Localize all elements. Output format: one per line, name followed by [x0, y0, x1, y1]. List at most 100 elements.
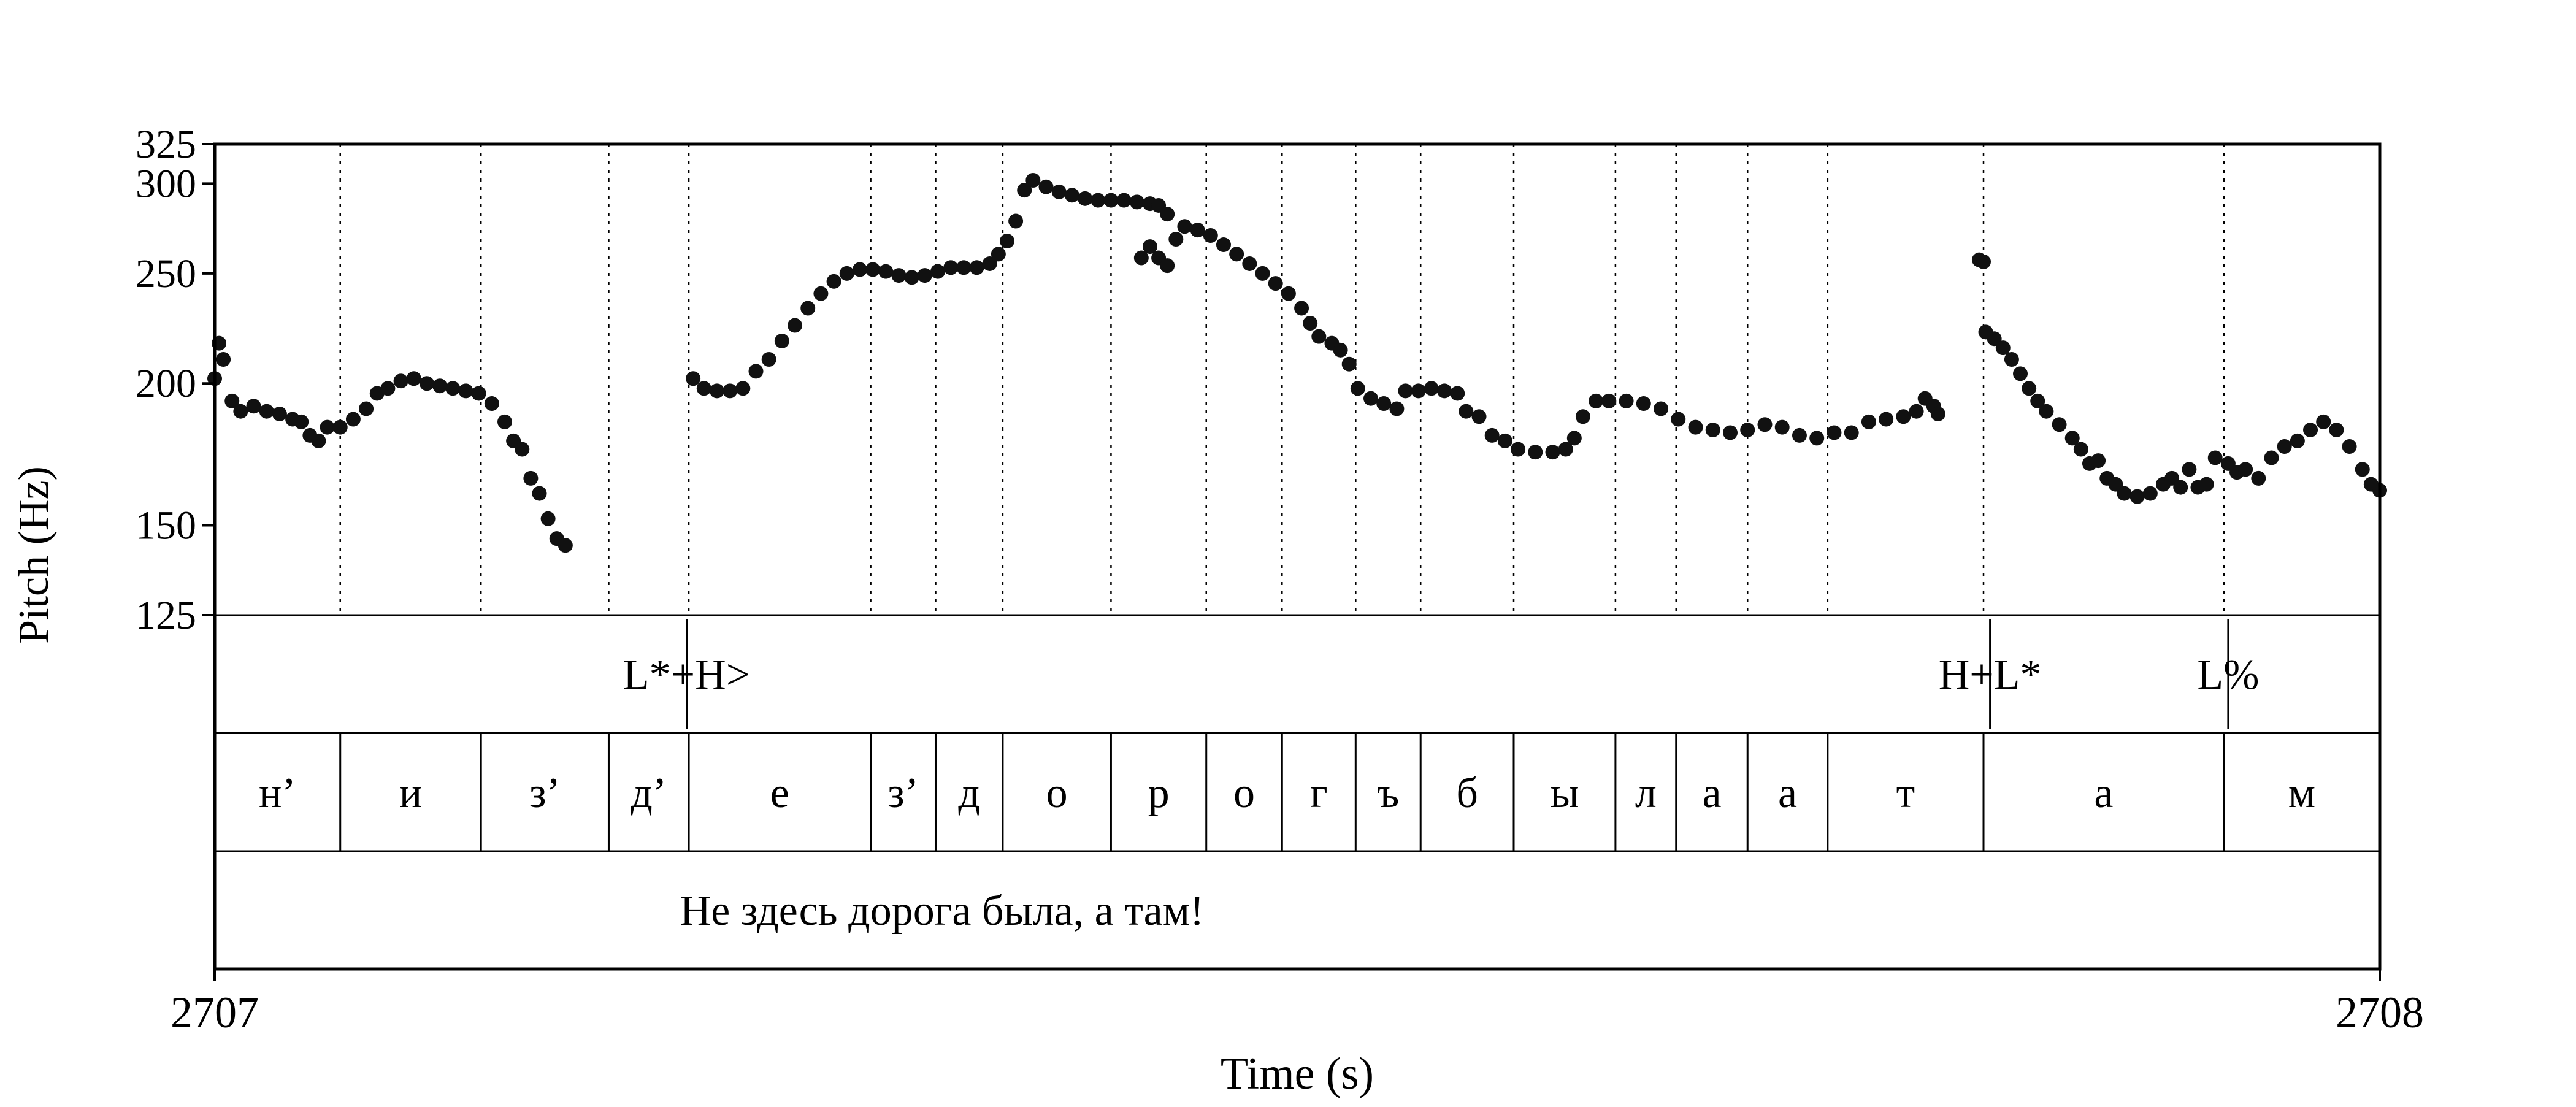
- pitch-point: [748, 364, 764, 379]
- pitch-point: [1636, 396, 1651, 412]
- pitch-point: [497, 414, 513, 429]
- segment-label: о: [1233, 770, 1255, 817]
- x-tick-label: 2707: [171, 988, 259, 1037]
- pitch-point: [2173, 480, 2188, 495]
- pitch-point: [1437, 383, 1452, 399]
- pitch-point: [1038, 179, 1054, 194]
- pitch-point: [259, 404, 274, 419]
- pitch-point: [904, 270, 919, 285]
- pitch-point: [891, 268, 907, 283]
- pitch-point: [1255, 266, 1270, 281]
- pitch-point: [1203, 228, 1218, 243]
- pitch-point: [852, 262, 867, 277]
- pitch-point: [1740, 423, 1755, 438]
- segment-label: б: [1456, 770, 1478, 817]
- pitch-point: [2013, 366, 2028, 381]
- pitch-point: [1008, 213, 1024, 229]
- segment-label: а: [1778, 770, 1797, 817]
- pitch-point: [1064, 188, 1079, 203]
- pitch-point: [878, 264, 894, 279]
- pitch-point: [1484, 427, 1500, 443]
- pitch-point: [826, 274, 841, 289]
- pitch-point: [1774, 419, 1790, 435]
- x-tick-label: 2708: [2336, 988, 2424, 1037]
- pitch-point: [1511, 442, 1526, 457]
- segment-label: д: [958, 770, 980, 817]
- pitch-point: [233, 404, 248, 419]
- y-axis-title: Pitch (Hz): [10, 466, 58, 644]
- pitch-point: [696, 381, 711, 396]
- pitch-point: [1459, 404, 1474, 419]
- pitch-point: [813, 286, 829, 301]
- pitch-point: [419, 376, 434, 391]
- pitch-point: [839, 266, 854, 281]
- pitch-point: [1861, 414, 1876, 429]
- segment-label: ы: [1550, 770, 1579, 817]
- pitch-point: [1654, 401, 1669, 416]
- pitch-point: [1896, 409, 1911, 424]
- pitch-point: [956, 260, 972, 275]
- pitch-point: [1078, 191, 1093, 206]
- pitch-point: [2329, 423, 2344, 438]
- segment-label: т: [1896, 770, 1915, 817]
- pitch-point: [1389, 401, 1405, 416]
- segment-label: н’: [259, 770, 296, 817]
- pitch-point: [1976, 254, 1991, 269]
- pitch-point: [800, 301, 816, 316]
- segment-label: з’: [887, 770, 919, 817]
- pitch-point: [380, 381, 396, 396]
- tone-label: L%: [2197, 651, 2259, 699]
- pitch-point: [1995, 340, 2011, 356]
- pitch-point: [445, 381, 461, 396]
- plot-frame: [213, 142, 2382, 971]
- pitch-point: [774, 333, 789, 348]
- pitch-point: [1363, 391, 1379, 406]
- pitch-point: [1671, 412, 1686, 427]
- pitch-point: [558, 538, 573, 553]
- pitch-point: [2264, 450, 2279, 465]
- pitch-point: [1471, 409, 1487, 424]
- pitch-point: [294, 414, 309, 429]
- pitch-point: [345, 412, 361, 427]
- pitch-point: [1229, 247, 1244, 262]
- pitch-point: [1350, 381, 1365, 396]
- pitch-point: [2117, 486, 2132, 501]
- segment-label: р: [1148, 770, 1170, 817]
- pitch-point: [1688, 419, 1703, 435]
- pitch-point: [2022, 381, 2037, 396]
- pitch-point: [2238, 462, 2253, 477]
- pitch-point: [1545, 445, 1560, 460]
- pitch-point: [2004, 352, 2019, 367]
- pitch-point: [686, 371, 701, 386]
- pitch-point: [1133, 250, 1149, 266]
- pitch-point: [1497, 433, 1512, 448]
- pitch-point: [311, 433, 326, 448]
- pitch-point: [2342, 439, 2357, 454]
- pitch-point: [1398, 383, 1413, 399]
- pitch-point: [2052, 417, 2067, 432]
- pitch-point: [723, 383, 738, 399]
- pitch-point: [540, 511, 556, 526]
- pitch-point: [1168, 231, 1184, 247]
- pitch-point: [969, 260, 984, 275]
- pitch-point: [2073, 442, 2088, 457]
- pitch-point: [1160, 207, 1175, 222]
- y-tick-label: 250: [136, 251, 196, 296]
- pitch-point: [1879, 412, 1894, 427]
- pitch-point: [865, 262, 881, 277]
- pitch-point: [432, 378, 448, 394]
- segment-label: з’: [529, 770, 561, 817]
- pitch-point: [2142, 486, 2158, 501]
- pitch-point: [1268, 276, 1283, 291]
- y-tick-label: 300: [136, 161, 196, 206]
- y-tick-label: 325: [136, 122, 196, 167]
- pitch-point: [2091, 453, 2106, 469]
- pitch-point: [999, 233, 1014, 248]
- pitch-point: [1190, 223, 1205, 238]
- pitch-point: [2303, 423, 2318, 438]
- pitch-point: [2277, 439, 2292, 454]
- segment-label: л: [1635, 770, 1657, 817]
- pitch-point: [2030, 393, 2045, 408]
- pitch-point: [406, 371, 421, 386]
- pitch-point: [1809, 431, 1825, 446]
